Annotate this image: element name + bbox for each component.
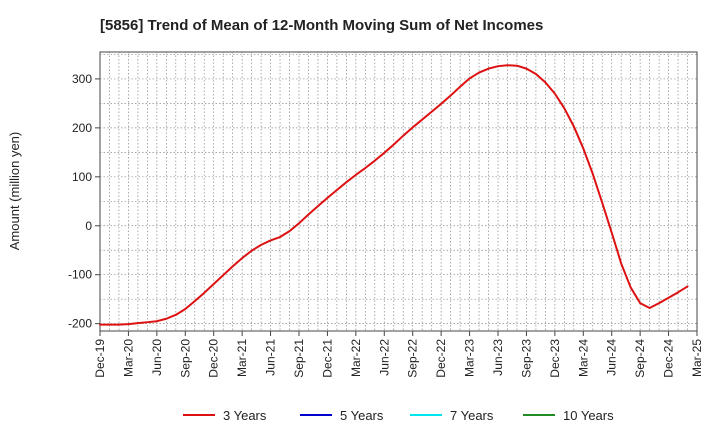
plot-area xyxy=(99,51,698,332)
x-tick-label: Mar-25 xyxy=(690,339,704,377)
x-tick-label: Mar-21 xyxy=(235,339,249,377)
x-tick-label: Mar-24 xyxy=(576,339,590,377)
x-tick-label: Sep-22 xyxy=(406,339,420,378)
x-tick-label: Mar-22 xyxy=(349,339,363,377)
series-layer xyxy=(99,64,689,326)
x-tick-label: Jun-20 xyxy=(150,339,164,376)
y-tick-label: -100 xyxy=(68,268,92,282)
y-tick-label: 100 xyxy=(72,170,92,184)
legend: 3 Years 5 Years 7 Years 10 Years xyxy=(183,408,614,423)
x-tick-label: Mar-23 xyxy=(463,339,477,377)
x-tick-label: Dec-19 xyxy=(93,339,107,378)
legend-label: 7 Years xyxy=(450,408,494,423)
x-tick-label: Sep-21 xyxy=(292,339,306,378)
y-axis-label: Amount (million yen) xyxy=(7,132,22,251)
legend-label: 5 Years xyxy=(340,408,384,423)
x-tick-label: Sep-24 xyxy=(633,339,647,378)
y-tick-label: 300 xyxy=(72,72,92,86)
legend-label: 3 Years xyxy=(223,408,267,423)
x-tick-label: Jun-21 xyxy=(264,339,278,376)
grid xyxy=(100,52,697,331)
x-tick-label: Sep-23 xyxy=(519,339,533,378)
y-tick-label: -200 xyxy=(68,317,92,331)
x-tick-label: Jun-23 xyxy=(491,339,505,376)
y-tick-label: 200 xyxy=(72,121,92,135)
chart-title: [5856] Trend of Mean of 12-Month Moving … xyxy=(100,17,543,34)
x-tick-label: Jun-22 xyxy=(377,339,391,376)
y-tick-label: 0 xyxy=(85,219,92,233)
x-tick-label: Jun-24 xyxy=(605,339,619,376)
x-tick-label: Sep-20 xyxy=(178,339,192,378)
x-tick-label: Dec-24 xyxy=(662,339,676,378)
legend-label: 10 Years xyxy=(563,408,614,423)
y-axis: 300 200 100 0 -100 -200 xyxy=(68,72,100,331)
x-axis: Dec-19 Mar-20 Jun-20 Sep-20 Dec-20 Mar-21 Jun-… xyxy=(93,331,704,378)
series-line-3-years xyxy=(99,64,689,326)
x-tick-label: Dec-22 xyxy=(434,339,448,378)
x-tick-label: Mar-20 xyxy=(121,339,135,377)
x-tick-label: Dec-20 xyxy=(207,339,221,378)
x-tick-label: Dec-23 xyxy=(548,339,562,378)
x-tick-label: Dec-21 xyxy=(320,339,334,378)
